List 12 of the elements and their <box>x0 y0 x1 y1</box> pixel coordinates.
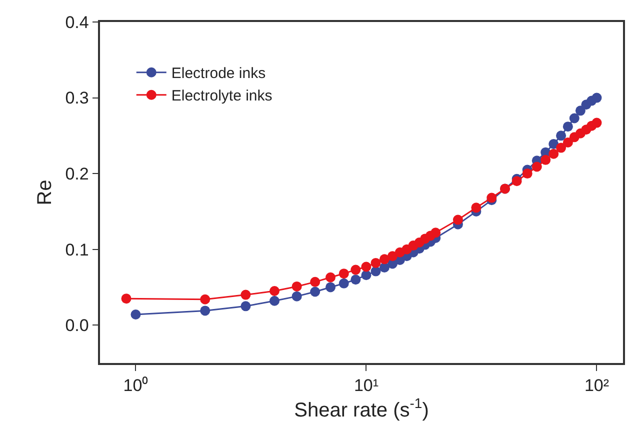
x-tick-label: 10² <box>584 376 610 396</box>
y-tick-label: 0.4 <box>65 12 89 32</box>
x-tick-label: 10¹ <box>354 376 379 396</box>
x-axis-title: Shear rate (s$^{-1}$) <box>294 395 429 422</box>
y-axis-title: Re <box>34 180 56 206</box>
legend-label: Electrode inks <box>171 65 266 82</box>
legend-label: Electrolyte inks <box>171 88 272 105</box>
y-tick-label: 0.1 <box>65 240 89 260</box>
y-tick-label: 0.2 <box>65 164 89 184</box>
y-tick-label: 0.0 <box>65 316 89 336</box>
y-tick-label: 0.3 <box>65 88 89 108</box>
x-tick-label: 10⁰ <box>123 376 148 396</box>
